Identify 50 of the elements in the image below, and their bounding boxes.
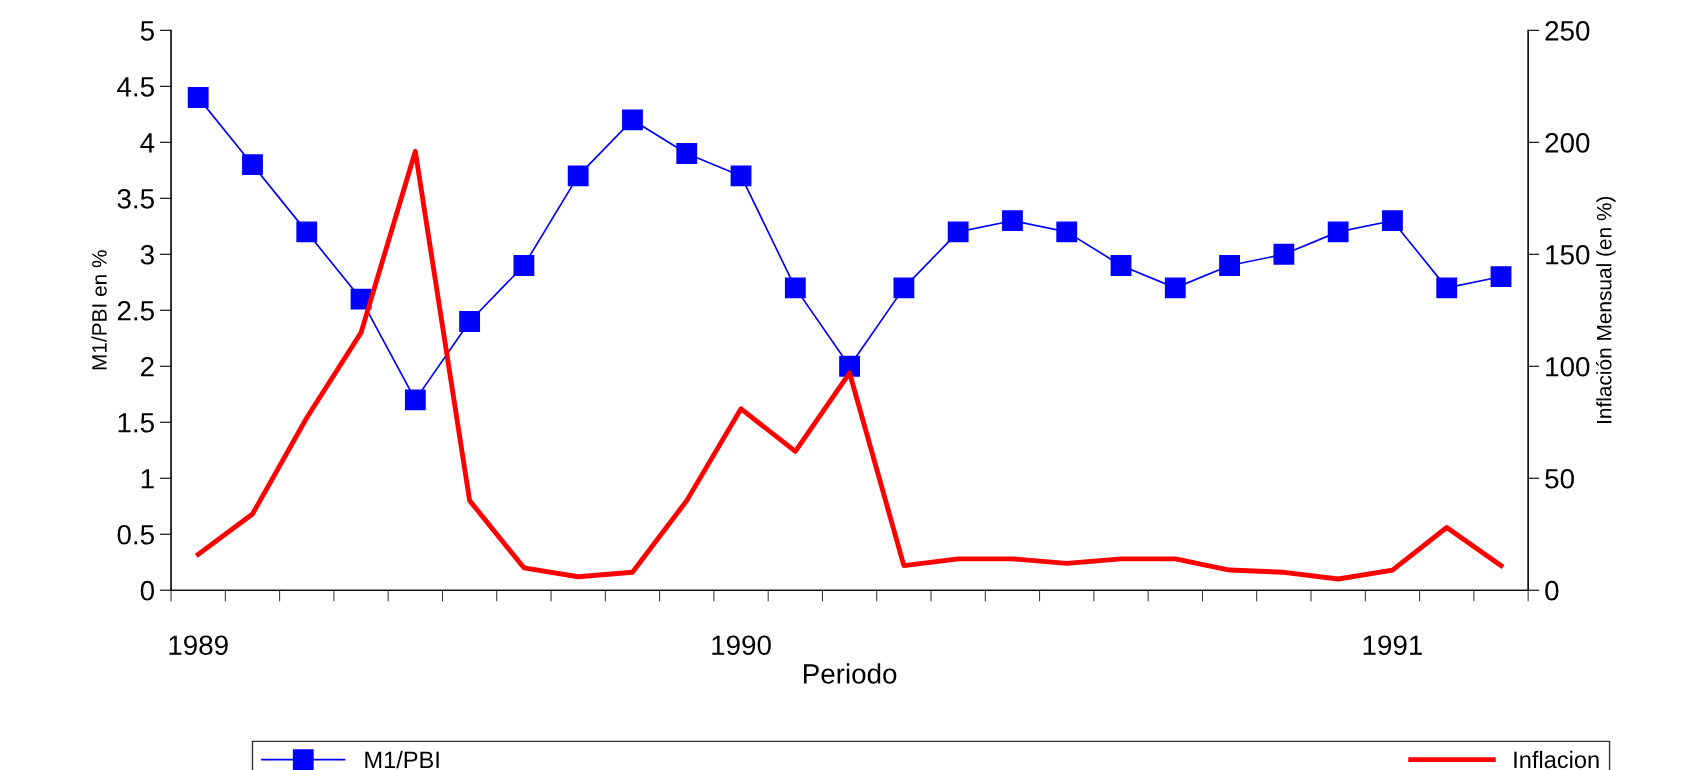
legend-label: M1/PBI bbox=[365, 750, 439, 769]
y-tick-label: 5 bbox=[140, 21, 154, 41]
point bbox=[1382, 210, 1403, 232]
x-tick-label: 1990 bbox=[712, 635, 771, 656]
point bbox=[1002, 210, 1023, 232]
y2-tick-label: 0 bbox=[1545, 580, 1559, 601]
point bbox=[1056, 221, 1078, 243]
point bbox=[1110, 255, 1132, 276]
point bbox=[1436, 277, 1458, 299]
point bbox=[513, 255, 535, 276]
point bbox=[404, 389, 426, 411]
point bbox=[1219, 255, 1241, 276]
point bbox=[784, 277, 806, 299]
y2-tick-label: 200 bbox=[1545, 132, 1590, 153]
point bbox=[242, 154, 263, 176]
point bbox=[676, 143, 698, 164]
y-tick-label: 0 bbox=[140, 580, 154, 601]
legend-label: Inflacion bbox=[1514, 750, 1599, 769]
point bbox=[567, 165, 589, 187]
point bbox=[459, 311, 481, 332]
y-tick-label: 2.5 bbox=[117, 300, 154, 321]
point bbox=[1490, 266, 1512, 288]
point bbox=[1327, 221, 1349, 243]
x-tick-label: 1989 bbox=[169, 635, 228, 656]
y2-tick-label: 250 bbox=[1545, 21, 1590, 41]
y2-tick-label: 100 bbox=[1546, 356, 1590, 377]
y-tick-label: 4.5 bbox=[117, 77, 154, 97]
y2-axis-title: Inflación Mensual (en %) bbox=[1596, 196, 1616, 423]
y-tick-label: 1 bbox=[141, 469, 154, 489]
point bbox=[839, 355, 861, 377]
point bbox=[187, 87, 209, 108]
y-tick-label: 1.5 bbox=[118, 413, 154, 433]
point bbox=[947, 221, 969, 243]
y-tick-label: 4 bbox=[140, 133, 155, 153]
y2-tick-label: 50 bbox=[1545, 468, 1574, 489]
point bbox=[1273, 243, 1295, 265]
y2-tick-label: 150 bbox=[1546, 244, 1590, 265]
y-tick-label: 3.5 bbox=[117, 188, 154, 209]
point bbox=[893, 277, 915, 299]
line-series bbox=[195, 148, 1504, 582]
point bbox=[622, 109, 643, 131]
y-tick-label: 2 bbox=[141, 356, 154, 377]
point bbox=[730, 165, 752, 187]
y-tick-label: 0.5 bbox=[117, 524, 154, 545]
point bbox=[296, 221, 318, 243]
y-tick-label: 3 bbox=[140, 244, 154, 265]
x-axis-title: Periodo bbox=[804, 663, 897, 684]
point bbox=[1164, 277, 1186, 299]
x-tick-label: 1991 bbox=[1363, 635, 1422, 656]
y-axis-title: M1/PBI en % bbox=[91, 250, 107, 370]
